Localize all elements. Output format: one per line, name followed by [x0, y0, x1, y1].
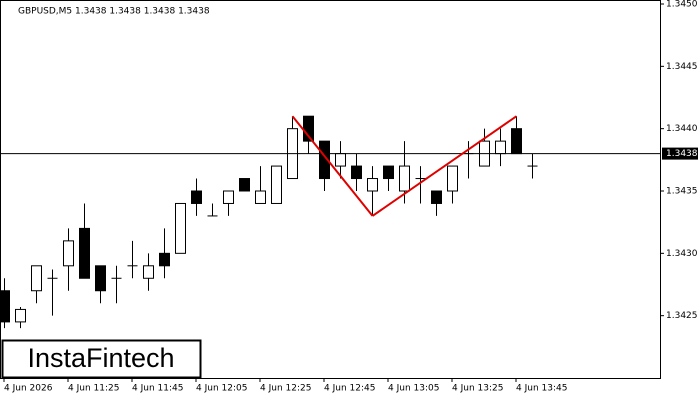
chart-title: GBPUSD,M5 1.3438 1.3438 1.3438 1.3438: [18, 7, 210, 17]
candle-body: [143, 265, 154, 279]
x-tick-label: 4 Jun 13:45: [516, 384, 567, 394]
candle-body: [239, 178, 250, 192]
candle-body: [271, 165, 282, 204]
x-tick-label: 4 Jun 13:25: [452, 384, 503, 394]
logo: InstaFintech: [27, 343, 174, 373]
candle-body: [31, 265, 42, 292]
x-tick-label: 4 Jun 12:25: [260, 384, 311, 394]
x-tick-label: 4 Jun 2026: [4, 384, 53, 394]
candle-body: [399, 165, 410, 192]
candle-body: [223, 190, 234, 204]
y-tick-label: 1.3450: [666, 0, 698, 10]
candle-body: [319, 140, 330, 180]
pattern-line: [371, 115, 518, 217]
candle-body: [447, 165, 458, 192]
candle-body: [255, 190, 266, 204]
y-tick-label: 1.3425: [666, 311, 698, 321]
candle-body: [335, 153, 346, 167]
candle-body: [79, 227, 90, 279]
y-tick-label: 1.3435: [666, 187, 698, 197]
candle-body: [511, 128, 522, 155]
candle-body: [495, 140, 506, 155]
y-tick-label: 1.3440: [666, 124, 698, 134]
y-tick-label: 1.3445: [666, 62, 698, 72]
x-tick-label: 4 Jun 11:45: [132, 384, 183, 394]
candle-body: [351, 165, 362, 180]
candle-body: [63, 240, 74, 267]
candle-body: [0, 290, 10, 323]
candle-body: [367, 178, 378, 192]
current-price-box: [662, 147, 698, 160]
x-tick-label: 4 Jun 11:25: [68, 384, 119, 394]
candle-body: [431, 190, 442, 204]
logo-box: [1, 339, 202, 379]
candle-body: [383, 165, 394, 180]
x-tick-label: 4 Jun 13:05: [388, 384, 439, 394]
pattern-line: [291, 115, 374, 217]
x-tick-label: 4 Jun 12:05: [196, 384, 247, 394]
y-tick-label: 1.3430: [666, 249, 698, 259]
candle-body: [159, 252, 170, 267]
plot-frame: [0, 0, 661, 379]
x-tick-label: 4 Jun 12:45: [324, 384, 375, 394]
candle-body: [191, 190, 202, 204]
candle-body: [15, 308, 26, 323]
candle-body: [175, 202, 186, 254]
candle-body: [95, 265, 106, 292]
current-price-label: 1.3438: [666, 149, 698, 159]
